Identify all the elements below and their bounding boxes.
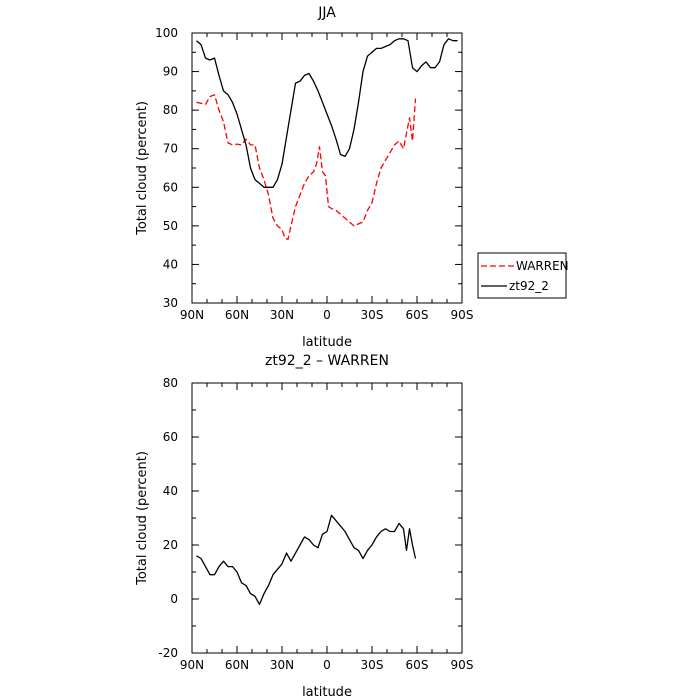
top-y-tick-label: 70: [163, 142, 178, 156]
bottom-chart-title: zt92_2 – WARREN: [265, 353, 389, 369]
bottom-panel: zt92_2 – WARREN 90N 60N 30N 0 30S 60S 90S -20 0 2…: [135, 353, 473, 700]
top-x-tick-label: 90S: [451, 308, 474, 322]
top-y-tick-label: 30: [163, 296, 178, 310]
top-series-layer: [196, 38, 458, 241]
top-panel: JJA 90N 60N 30N 0 30S 60S 90S 30 40 50 60 70 80 90 100…: [135, 5, 569, 350]
bottom-x-tick-label: 90S: [451, 658, 474, 672]
top-x-tick-label: 90N: [180, 308, 204, 322]
bottom-y-axis-label: Total cloud (percent): [135, 451, 150, 586]
top-y-tick-label: 100: [155, 26, 178, 40]
legend: WARREN zt92_2: [477, 252, 569, 299]
bottom-x-tick-label: 90N: [180, 658, 204, 672]
top-chart-title: JJA: [317, 5, 336, 21]
bottom-plot-frame: [191, 382, 463, 654]
bottom-x-tick-label: 60N: [225, 658, 249, 672]
top-x-axis-label: latitude: [302, 335, 352, 350]
bottom-x-axis-label: latitude: [302, 685, 352, 700]
bottom-x-tick-label: 0: [323, 658, 331, 672]
top-y-axis-label: Total cloud (percent): [135, 101, 150, 236]
top-x-tick-label: 30S: [361, 308, 384, 322]
legend-label-warren: WARREN: [516, 259, 569, 273]
top-x-tick-label: 60S: [406, 308, 429, 322]
bottom-x-tick-label: 30S: [361, 658, 384, 672]
bottom-y-tick-label: 0: [170, 592, 178, 606]
bottom-x-tick-label: 30N: [270, 658, 294, 672]
bottom-y-tick-label: 40: [163, 484, 178, 498]
top-y-tick-label: 50: [163, 219, 178, 233]
bottom-series-layer: [196, 514, 417, 606]
bottom-ticks: 90N 60N 30N 0 30S 60S 90S -20 0 20 40 60 80: [158, 376, 473, 672]
top-x-tick-label: 0: [323, 308, 331, 322]
top-series-line-zt92-2: [196, 38, 458, 188]
top-y-tick-label: 60: [163, 180, 178, 194]
bottom-series-line-difference-0: [196, 514, 417, 606]
top-ticks: 90N 60N 30N 0 30S 60S 90S 30 40 50 60 70 80 90 100: [155, 26, 473, 322]
top-y-tick-label: 90: [163, 65, 178, 79]
bottom-y-tick-label: 60: [163, 430, 178, 444]
top-y-tick-label: 80: [163, 103, 178, 117]
top-y-tick-label: 40: [163, 257, 178, 271]
top-x-tick-label: 30N: [270, 308, 294, 322]
bottom-y-tick-label: 20: [163, 538, 178, 552]
bottom-x-tick-label: 60S: [406, 658, 429, 672]
top-x-tick-label: 60N: [225, 308, 249, 322]
bottom-y-tick-label: -20: [158, 646, 178, 660]
legend-label-zt92: zt92_2: [509, 279, 549, 293]
top-plot-frame: [191, 32, 463, 304]
top-series-line-warren: [196, 94, 417, 241]
bottom-y-tick-label: 80: [163, 376, 178, 390]
legend-box: [477, 252, 567, 299]
